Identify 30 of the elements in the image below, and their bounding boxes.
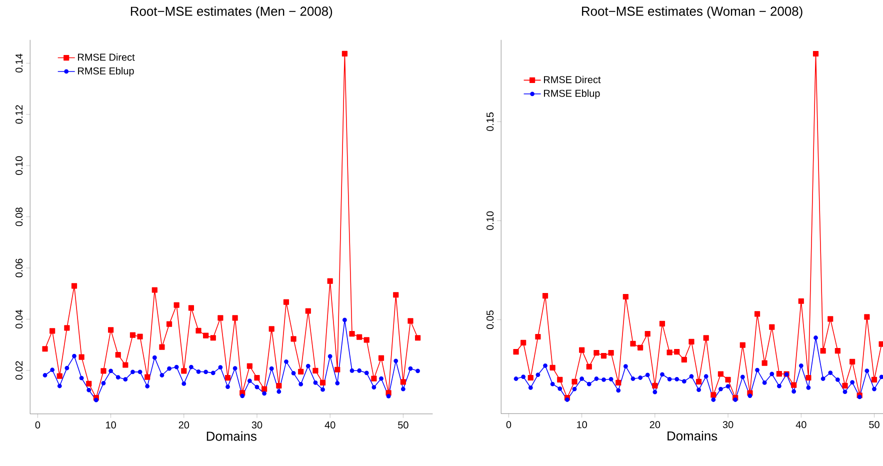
y-tick-label: 0.10 <box>16 156 23 175</box>
x-tick-label: 30 <box>722 421 734 428</box>
y-tick-label: 0.10 <box>486 211 494 230</box>
x-tick-label: 40 <box>796 421 806 428</box>
x-tick-label: 0 <box>35 421 40 428</box>
y-tick-label: 0.05 <box>486 310 494 330</box>
x-tick-label: 50 <box>398 421 408 428</box>
y-tick-label: 0.12 <box>16 105 23 124</box>
x-tick-label: 10 <box>106 421 116 428</box>
y-tick-label: 0.02 <box>16 361 23 380</box>
y-tick-label: 0.06 <box>16 258 23 278</box>
x-axis-title: Domains <box>668 431 718 441</box>
x-tick-label: 20 <box>650 421 660 428</box>
x-tick-label: 50 <box>869 421 880 428</box>
legend-label: RMSE Eblup <box>78 67 134 76</box>
y-tick-label: 0.08 <box>16 208 23 226</box>
legend-label: RMSE Eblup <box>544 90 600 99</box>
legend-label: RMSE Direct <box>78 53 135 61</box>
chart-title: Root−MSE estimates (Men − 2008) <box>130 6 332 18</box>
chart-title: Root−MSE estimates (Woman − 2008) <box>582 6 802 18</box>
y-tick-label: 0.04 <box>16 310 23 328</box>
x-tick-label: 30 <box>252 421 262 428</box>
x-axis-title: Domains <box>206 431 256 441</box>
y-tick-label: 0.14 <box>16 54 23 72</box>
legend-label: RMSE Direct <box>544 76 601 84</box>
x-tick-label: 0 <box>506 421 512 428</box>
x-tick-label: 40 <box>324 421 336 428</box>
x-tick-label: 20 <box>178 421 190 428</box>
x-tick-label: 10 <box>577 421 587 428</box>
y-tick-label: 0.15 <box>486 112 494 131</box>
